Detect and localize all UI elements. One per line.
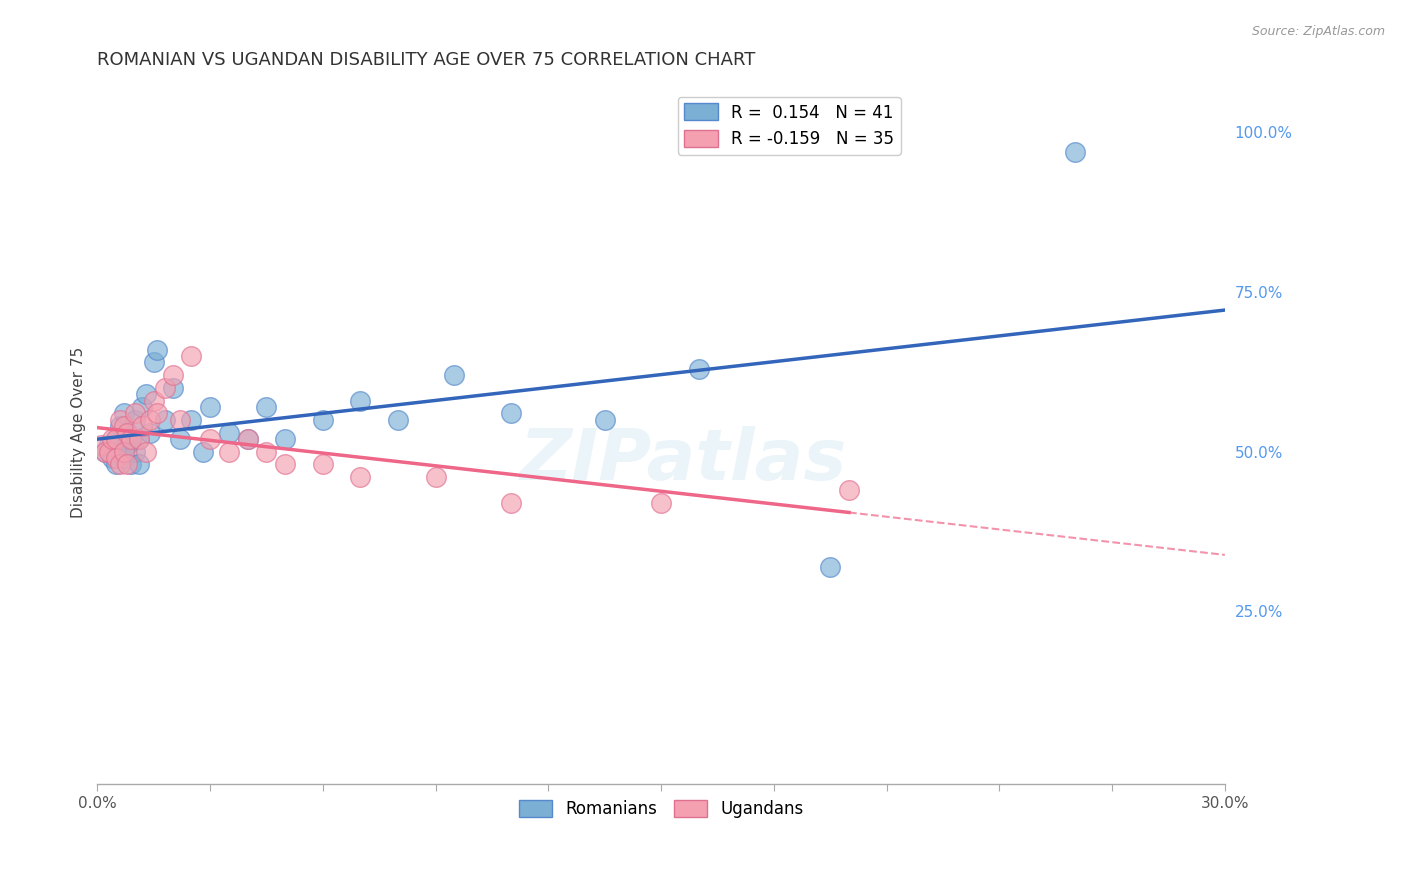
Point: [180, 413, 202, 427]
Point: [117, 425, 139, 440]
Point: [117, 425, 139, 440]
Point: [191, 444, 214, 458]
Point: [124, 444, 146, 458]
Point: [97, 444, 120, 458]
Point: [499, 406, 522, 420]
Point: [146, 343, 169, 357]
Point: [120, 458, 142, 472]
Point: [117, 438, 139, 452]
Point: [818, 559, 841, 574]
Point: [387, 413, 409, 427]
Point: [131, 400, 153, 414]
Point: [112, 419, 135, 434]
Point: [139, 425, 162, 440]
Point: [162, 381, 184, 395]
Point: [135, 387, 157, 401]
Point: [153, 381, 176, 395]
Point: [169, 413, 191, 427]
Point: [274, 432, 297, 446]
Point: [139, 413, 162, 427]
Point: [198, 432, 221, 446]
Point: [274, 458, 297, 472]
Point: [256, 400, 278, 414]
Point: [349, 470, 371, 484]
Point: [97, 438, 120, 452]
Text: ZIPatlas: ZIPatlas: [520, 426, 848, 495]
Point: [218, 425, 240, 440]
Point: [112, 406, 135, 420]
Point: [838, 483, 860, 497]
Point: [499, 496, 522, 510]
Point: [120, 432, 142, 446]
Point: [112, 451, 135, 466]
Point: [112, 444, 135, 458]
Point: [236, 432, 259, 446]
Point: [218, 444, 240, 458]
Point: [146, 406, 169, 420]
Point: [198, 400, 221, 414]
Point: [169, 432, 191, 446]
Point: [1063, 145, 1085, 159]
Legend: Romanians, Ugandans: Romanians, Ugandans: [512, 793, 810, 824]
Point: [94, 444, 117, 458]
Point: [105, 458, 128, 472]
Point: [128, 458, 150, 472]
Point: [135, 444, 157, 458]
Point: [101, 432, 124, 446]
Point: [180, 349, 202, 363]
Point: [101, 451, 124, 466]
Point: [650, 496, 672, 510]
Y-axis label: Disability Age Over 75: Disability Age Over 75: [72, 347, 86, 518]
Point: [124, 406, 146, 420]
Point: [108, 413, 131, 427]
Point: [162, 368, 184, 382]
Point: [131, 419, 153, 434]
Point: [108, 419, 131, 434]
Point: [443, 368, 465, 382]
Point: [688, 361, 710, 376]
Point: [256, 444, 278, 458]
Point: [117, 458, 139, 472]
Point: [425, 470, 447, 484]
Point: [105, 451, 128, 466]
Text: ROMANIAN VS UGANDAN DISABILITY AGE OVER 75 CORRELATION CHART: ROMANIAN VS UGANDAN DISABILITY AGE OVER …: [97, 51, 756, 69]
Point: [108, 458, 131, 472]
Point: [236, 432, 259, 446]
Point: [128, 432, 150, 446]
Point: [312, 458, 335, 472]
Point: [105, 432, 128, 446]
Point: [349, 393, 371, 408]
Point: [90, 438, 112, 452]
Point: [120, 432, 142, 446]
Point: [105, 432, 128, 446]
Point: [94, 444, 117, 458]
Point: [124, 413, 146, 427]
Point: [593, 413, 616, 427]
Point: [142, 355, 165, 369]
Point: [108, 444, 131, 458]
Point: [153, 413, 176, 427]
Point: [312, 413, 335, 427]
Text: Source: ZipAtlas.com: Source: ZipAtlas.com: [1251, 25, 1385, 38]
Point: [128, 432, 150, 446]
Point: [142, 393, 165, 408]
